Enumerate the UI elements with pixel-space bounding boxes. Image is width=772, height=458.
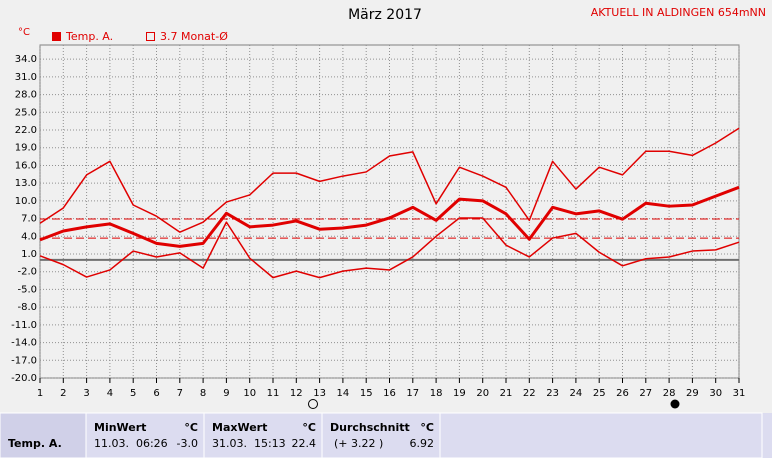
cell: 22.4 <box>292 437 317 450</box>
row-label: Temp. A. <box>8 437 62 450</box>
y-tick-label: -2.0 <box>17 267 37 278</box>
x-tick-label: 1 <box>37 388 43 399</box>
x-tick-label: 31 <box>733 388 746 399</box>
y-tick-label: 7.0 <box>21 214 37 225</box>
series-line <box>39 217 740 279</box>
y-unit: °C <box>18 27 30 38</box>
header: °C <box>184 421 198 434</box>
table-cell <box>203 412 323 458</box>
cell: -3.0 <box>177 437 198 450</box>
x-tick-label: 17 <box>406 388 419 399</box>
series-line <box>39 127 740 233</box>
x-tick-label: 2 <box>60 388 66 399</box>
y-tick-label: -20.0 <box>11 373 37 384</box>
plot: 34.031.028.025.022.019.016.013.010.07.04… <box>11 44 746 399</box>
cell: 6.92 <box>410 437 435 450</box>
x-tick-label: 23 <box>546 388 559 399</box>
header: MaxWert <box>212 421 267 434</box>
x-tick-label: 13 <box>313 388 326 399</box>
x-tick-label: 9 <box>223 388 229 399</box>
y-tick-label: -5.0 <box>17 284 37 295</box>
plot-area <box>39 44 740 379</box>
y-tick-label: 16.0 <box>15 160 37 171</box>
moon-icon <box>670 399 680 409</box>
legend-label: 3.7 Monat-Ø <box>160 30 228 43</box>
header: °C <box>420 421 434 434</box>
y-tick-label: -11.0 <box>11 320 37 331</box>
x-tick-label: 22 <box>523 388 536 399</box>
y-tick-label: 28.0 <box>15 90 37 101</box>
x-tick-label: 18 <box>430 388 443 399</box>
header: °C <box>302 421 316 434</box>
y-tick-label: 4.0 <box>21 231 37 242</box>
cell: 11.03. 06:26 <box>94 437 168 450</box>
table-cell <box>321 412 441 458</box>
table-cell <box>439 412 763 458</box>
x-tick-label: 27 <box>639 388 652 399</box>
x-tick-label: 8 <box>200 388 206 399</box>
summary-table: MinWert °C MaxWert °C Durchschnitt °C Te… <box>0 412 772 458</box>
table-cell <box>85 412 205 458</box>
x-tick-label: 16 <box>383 388 396 399</box>
y-tick-label: 34.0 <box>15 54 37 65</box>
y-tick-label: 19.0 <box>15 143 37 154</box>
x-tick-label: 6 <box>153 388 159 399</box>
y-tick-label: -17.0 <box>11 355 37 366</box>
cell: 31.03. 15:13 <box>212 437 286 450</box>
x-tick-label: 5 <box>130 388 136 399</box>
y-tick-label: 10.0 <box>15 196 37 207</box>
x-tick-label: 11 <box>267 388 280 399</box>
x-tick-label: 20 <box>476 388 489 399</box>
station-label: AKTUELL IN ALDINGEN 654mNN <box>591 6 766 19</box>
legend-swatch <box>146 32 155 41</box>
x-tick-label: 4 <box>107 388 113 399</box>
cell: (+ 3.22 ) <box>334 437 383 450</box>
header: MinWert <box>94 421 146 434</box>
y-tick-label: 22.0 <box>15 125 37 136</box>
y-tick-label: 31.0 <box>15 72 37 83</box>
y-tick-label: -14.0 <box>11 338 37 349</box>
table-cell <box>0 412 87 458</box>
x-tick-label: 12 <box>290 388 303 399</box>
x-tick-label: 26 <box>616 388 629 399</box>
y-tick-label: -8.0 <box>17 302 37 313</box>
y-tick-label: 13.0 <box>15 178 37 189</box>
x-tick-label: 14 <box>337 388 350 399</box>
y-tick-label: 1.0 <box>21 249 37 260</box>
x-tick-label: 3 <box>83 388 89 399</box>
x-tick-label: 15 <box>360 388 373 399</box>
legend-label: Temp. A. <box>65 30 113 43</box>
x-tick-label: 19 <box>453 388 466 399</box>
chart-title: März 2017 <box>348 7 422 23</box>
header: Durchschnitt <box>330 421 410 434</box>
x-tick-label: 10 <box>243 388 256 399</box>
series-line <box>39 185 740 248</box>
moon-icon <box>308 399 318 409</box>
x-tick-label: 28 <box>663 388 676 399</box>
legend-swatch <box>52 32 61 41</box>
x-tick-label: 30 <box>709 388 722 399</box>
x-tick-label: 25 <box>593 388 606 399</box>
x-tick-label: 29 <box>686 388 699 399</box>
x-tick-label: 21 <box>500 388 513 399</box>
y-tick-label: 25.0 <box>15 107 37 118</box>
x-tick-label: 24 <box>570 388 583 399</box>
x-tick-label: 7 <box>177 388 183 399</box>
